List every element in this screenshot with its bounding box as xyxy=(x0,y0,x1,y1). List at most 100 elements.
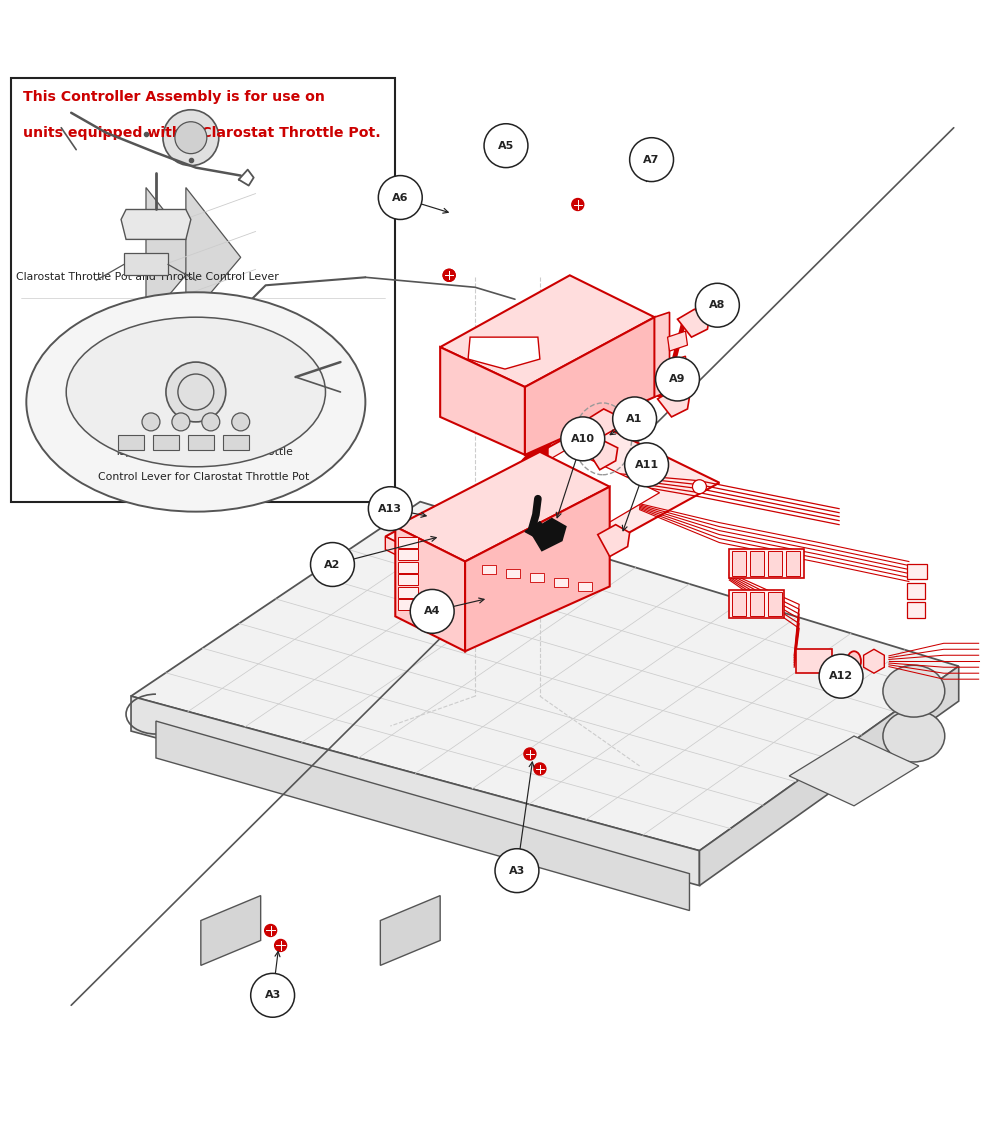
Text: A8: A8 xyxy=(709,300,726,310)
Polygon shape xyxy=(678,309,709,338)
Circle shape xyxy=(534,763,546,775)
Text: A5: A5 xyxy=(498,140,514,151)
Circle shape xyxy=(630,138,674,181)
Circle shape xyxy=(178,374,214,410)
Polygon shape xyxy=(131,502,959,851)
Polygon shape xyxy=(440,347,525,454)
Bar xyxy=(729,590,784,619)
Circle shape xyxy=(265,925,277,937)
Text: units equipped with a Clarostat Throttle Pot.: units equipped with a Clarostat Throttle… xyxy=(23,126,381,139)
Circle shape xyxy=(583,420,597,434)
Bar xyxy=(768,551,782,577)
Circle shape xyxy=(692,479,706,494)
Bar xyxy=(482,564,496,573)
Circle shape xyxy=(484,123,528,168)
Bar xyxy=(786,551,800,577)
Polygon shape xyxy=(598,525,630,556)
Bar xyxy=(796,649,832,673)
Bar xyxy=(188,435,214,450)
Polygon shape xyxy=(525,317,655,454)
Bar xyxy=(907,583,925,599)
Circle shape xyxy=(613,397,657,441)
Circle shape xyxy=(232,412,250,431)
Bar xyxy=(506,569,520,578)
Bar xyxy=(729,548,804,579)
Bar xyxy=(750,551,764,577)
Ellipse shape xyxy=(847,651,861,671)
Polygon shape xyxy=(668,356,687,376)
Bar xyxy=(554,578,568,587)
Bar xyxy=(398,574,418,586)
Polygon shape xyxy=(131,696,699,886)
Circle shape xyxy=(524,748,536,760)
Polygon shape xyxy=(525,521,545,538)
Circle shape xyxy=(656,357,699,401)
Bar xyxy=(398,587,418,598)
Polygon shape xyxy=(146,188,201,322)
Text: A11: A11 xyxy=(635,460,659,470)
Circle shape xyxy=(175,121,207,154)
Circle shape xyxy=(495,849,539,893)
Circle shape xyxy=(251,973,295,1017)
Polygon shape xyxy=(156,721,689,911)
Polygon shape xyxy=(385,421,719,598)
Polygon shape xyxy=(864,649,884,673)
Bar xyxy=(768,593,782,616)
Polygon shape xyxy=(186,188,241,322)
Polygon shape xyxy=(395,527,465,651)
Ellipse shape xyxy=(66,317,325,467)
Polygon shape xyxy=(201,895,261,965)
Text: Top View of Console and Throttle: Top View of Console and Throttle xyxy=(114,446,293,457)
Bar xyxy=(136,305,276,342)
Polygon shape xyxy=(121,210,191,239)
Polygon shape xyxy=(385,537,510,612)
Polygon shape xyxy=(789,736,919,806)
Circle shape xyxy=(378,176,422,220)
Circle shape xyxy=(368,487,412,530)
Circle shape xyxy=(311,543,354,587)
Polygon shape xyxy=(468,338,540,369)
Circle shape xyxy=(202,412,220,431)
Polygon shape xyxy=(668,381,687,401)
Text: A9: A9 xyxy=(669,374,686,384)
Bar xyxy=(398,537,418,547)
FancyBboxPatch shape xyxy=(11,78,395,502)
Bar xyxy=(223,435,249,450)
Ellipse shape xyxy=(26,292,365,512)
Bar xyxy=(907,563,927,579)
Text: Clarostat Throttle Pot and Throttle Control Lever: Clarostat Throttle Pot and Throttle Cont… xyxy=(16,272,279,282)
Bar xyxy=(398,562,418,573)
Text: A12: A12 xyxy=(829,671,853,681)
Text: A3: A3 xyxy=(509,866,525,876)
Bar xyxy=(398,599,418,611)
Ellipse shape xyxy=(883,665,945,717)
Polygon shape xyxy=(658,389,689,417)
Bar xyxy=(153,435,179,450)
Bar xyxy=(91,303,141,322)
Text: A10: A10 xyxy=(571,434,595,444)
Polygon shape xyxy=(380,895,440,965)
Circle shape xyxy=(695,283,739,327)
Text: A3: A3 xyxy=(265,990,281,1000)
Text: A4: A4 xyxy=(424,606,440,616)
Circle shape xyxy=(572,198,584,211)
Circle shape xyxy=(163,110,219,165)
Circle shape xyxy=(166,363,226,421)
Circle shape xyxy=(561,417,605,461)
Polygon shape xyxy=(668,331,687,351)
Ellipse shape xyxy=(883,710,945,763)
Text: A2: A2 xyxy=(324,560,341,570)
Bar xyxy=(750,593,764,616)
Polygon shape xyxy=(124,254,168,275)
Text: A13: A13 xyxy=(378,504,402,513)
Bar xyxy=(578,582,592,591)
Circle shape xyxy=(401,520,415,534)
Bar xyxy=(398,550,418,560)
Polygon shape xyxy=(530,519,566,551)
Bar xyxy=(118,435,144,450)
Polygon shape xyxy=(420,449,660,579)
Polygon shape xyxy=(588,441,618,470)
Circle shape xyxy=(410,589,454,633)
Text: A1: A1 xyxy=(626,414,643,424)
Polygon shape xyxy=(440,275,655,387)
